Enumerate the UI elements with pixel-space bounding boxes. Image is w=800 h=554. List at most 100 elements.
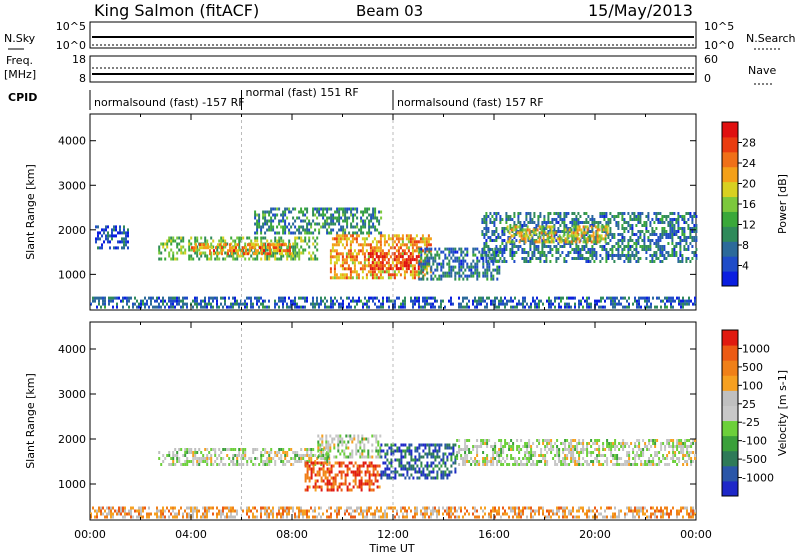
echo-cell bbox=[576, 460, 579, 463]
echo-cell bbox=[500, 460, 503, 463]
echo-cell bbox=[490, 463, 493, 466]
echo-cell bbox=[560, 240, 563, 244]
echo-cell bbox=[335, 258, 338, 262]
echo-cell bbox=[381, 261, 384, 265]
echo-cell bbox=[655, 257, 658, 260]
echo-cell bbox=[660, 442, 663, 445]
echo-cell bbox=[244, 257, 247, 261]
echo-cell bbox=[339, 273, 342, 277]
echo-cell bbox=[194, 251, 197, 255]
echo-cell bbox=[367, 440, 370, 444]
echo-cell bbox=[444, 446, 447, 450]
echo-cell bbox=[387, 252, 390, 256]
echo-cell bbox=[537, 218, 540, 221]
echo-cell bbox=[354, 305, 356, 309]
echo-cell bbox=[442, 262, 445, 266]
echo-cell bbox=[322, 461, 325, 465]
echo-cell bbox=[450, 302, 452, 306]
echo-cell bbox=[426, 299, 428, 303]
echo-cell bbox=[572, 448, 575, 451]
echo-cell bbox=[606, 228, 609, 232]
echo-cell bbox=[95, 237, 97, 241]
echo-cell bbox=[378, 464, 381, 468]
echo-cell bbox=[320, 485, 323, 489]
echo-cell bbox=[556, 451, 559, 454]
echo-cell bbox=[566, 296, 568, 300]
echo-cell bbox=[476, 448, 479, 451]
echo-cell bbox=[345, 434, 348, 438]
echo-cell bbox=[150, 299, 152, 303]
echo-cell bbox=[170, 242, 173, 246]
echo-cell bbox=[327, 452, 330, 456]
echo-cell bbox=[353, 437, 356, 441]
echo-cell bbox=[596, 237, 599, 241]
echo-cell bbox=[578, 439, 581, 442]
echo-cell bbox=[520, 463, 523, 466]
echo-cell bbox=[214, 451, 217, 454]
echo-cell bbox=[693, 227, 696, 230]
echo-cell bbox=[361, 264, 364, 268]
echo-cell bbox=[569, 251, 572, 254]
echo-cell bbox=[593, 242, 596, 245]
echo-cell bbox=[361, 276, 364, 280]
echo-cell bbox=[671, 227, 674, 230]
echo-cell bbox=[304, 248, 307, 252]
echo-cell bbox=[364, 219, 367, 223]
echo-cell bbox=[530, 302, 532, 306]
echo-cell bbox=[176, 296, 178, 300]
echo-cell bbox=[560, 460, 563, 463]
echo-cell bbox=[645, 251, 648, 254]
echo-cell bbox=[690, 460, 693, 463]
echo-cell bbox=[495, 227, 498, 230]
echo-cell bbox=[388, 467, 391, 471]
echo-cell bbox=[377, 276, 380, 280]
echo-cell bbox=[234, 239, 237, 243]
echo-cell bbox=[306, 299, 308, 303]
echo-cell bbox=[250, 457, 253, 460]
echo-cell bbox=[497, 260, 500, 263]
echo-cell bbox=[492, 302, 494, 306]
echo-cell bbox=[540, 451, 543, 454]
echo-cell bbox=[424, 296, 426, 300]
echo-cell bbox=[380, 473, 383, 477]
echo-cell bbox=[577, 218, 580, 221]
echo-cell bbox=[434, 296, 436, 300]
echo-cell bbox=[380, 231, 383, 235]
echo-cell bbox=[369, 243, 372, 247]
echo-cell bbox=[106, 515, 108, 519]
echo-cell bbox=[258, 296, 260, 300]
echo-cell bbox=[364, 207, 367, 211]
echo-cell bbox=[360, 482, 363, 486]
echo-cell bbox=[204, 296, 206, 300]
echo-cell bbox=[120, 506, 122, 510]
echo-cell bbox=[486, 457, 489, 460]
echo-cell bbox=[370, 231, 373, 235]
echo-cell bbox=[361, 434, 364, 438]
echo-cell bbox=[681, 230, 684, 233]
echo-cell bbox=[666, 457, 669, 460]
echo-cell bbox=[383, 264, 386, 268]
echo-cell bbox=[346, 207, 349, 211]
echo-cell bbox=[382, 449, 385, 453]
echo-cell bbox=[390, 476, 393, 480]
echo-cell bbox=[385, 252, 388, 256]
echo-cell bbox=[496, 463, 499, 466]
echo-cell bbox=[330, 470, 333, 474]
echo-cell bbox=[268, 219, 271, 223]
echo-cell bbox=[684, 445, 687, 448]
echo-cell bbox=[464, 442, 467, 445]
echo-cell bbox=[222, 448, 225, 451]
echo-cell bbox=[481, 221, 484, 224]
echo-cell bbox=[346, 464, 349, 468]
echo-cell bbox=[655, 215, 658, 218]
echo-cell bbox=[312, 467, 315, 471]
echo-cell bbox=[497, 248, 500, 251]
echo-cell bbox=[432, 296, 434, 300]
echo-cell bbox=[492, 457, 495, 460]
echo-cell bbox=[314, 228, 317, 232]
echo-cell bbox=[581, 254, 584, 257]
echo-cell bbox=[668, 442, 671, 445]
echo-cell bbox=[174, 239, 177, 243]
echo-cell bbox=[201, 243, 203, 247]
echo-cell bbox=[218, 251, 221, 255]
